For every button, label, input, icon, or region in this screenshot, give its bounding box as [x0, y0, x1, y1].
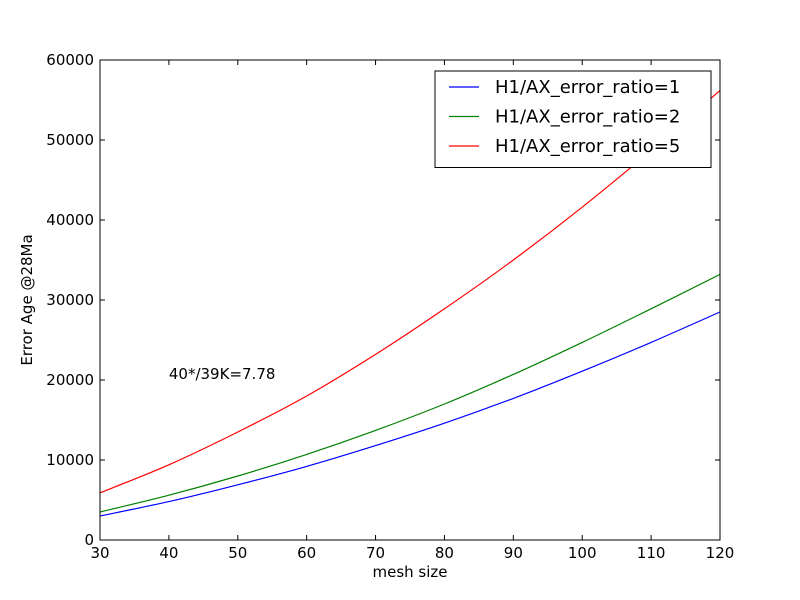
x-tick-label: 40 [159, 544, 178, 562]
legend-box [434, 70, 712, 168]
series-line-3 [99, 89, 721, 494]
x-tick-label: 60 [297, 544, 316, 562]
x-axis-label: mesh size [372, 563, 447, 581]
y-tick-label: 40000 [46, 211, 94, 229]
chart-annotation: 40*/39K=7.78 [169, 365, 276, 383]
legend: H1/AX_error_ratio=1 H1/AX_error_ratio=2 H1… [434, 70, 712, 168]
x-tick-label: 90 [504, 544, 523, 562]
y-tick-label: 0 [84, 531, 94, 549]
ticks-layer: 30 40 50 60 70 80 90 100 110 120 0 10000 20000 30000 4… [46, 51, 734, 562]
series-layer [99, 89, 721, 517]
series-line-1 [99, 311, 721, 517]
x-tick-label: 80 [435, 544, 454, 562]
y-tick-label: 20000 [46, 371, 94, 389]
y-tick-label: 30000 [46, 291, 94, 309]
y-axis-label: Error Age @28Ma [18, 234, 36, 365]
y-tick-label: 60000 [46, 51, 94, 69]
legend-label-3: H1/AX_error_ratio=5 [495, 136, 680, 157]
legend-label-2: H1/AX_error_ratio=2 [495, 107, 680, 128]
y-tick-label: 10000 [46, 451, 94, 469]
series-line-2 [99, 273, 721, 513]
y-tick-label: 50000 [46, 131, 94, 149]
x-tick-label: 120 [706, 544, 735, 562]
legend-label-1: H1/AX_error_ratio=1 [495, 77, 680, 98]
x-tick-label: 110 [637, 544, 666, 562]
x-tick-label: 100 [568, 544, 597, 562]
x-tick-label: 70 [366, 544, 385, 562]
x-tick-label: 30 [90, 544, 109, 562]
x-tick-label: 50 [228, 544, 247, 562]
